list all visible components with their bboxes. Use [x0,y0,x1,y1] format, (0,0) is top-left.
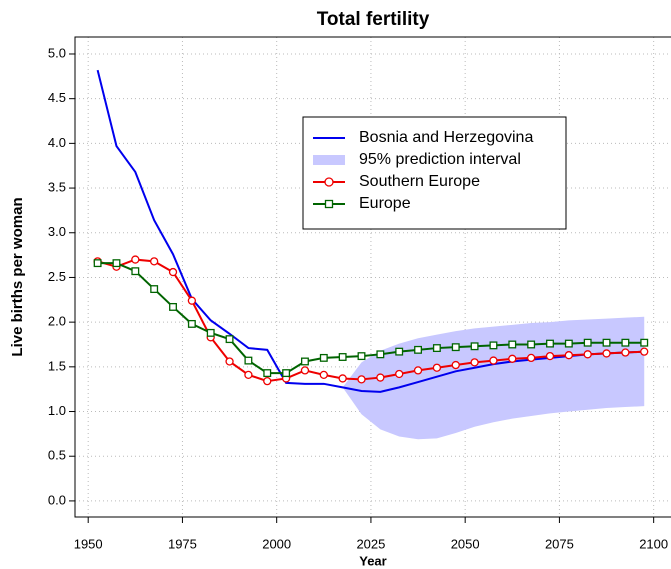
marker [564,351,573,360]
marker [508,354,517,363]
y-tick-label: 2.0 [48,314,66,329]
legend-marker [324,177,334,187]
marker [282,369,291,378]
y-tick-label: 1.5 [48,358,66,373]
marker [376,373,385,382]
marker [357,352,366,361]
marker [395,369,404,379]
marker [169,302,177,311]
y-tick-label: 4.5 [48,90,66,105]
marker [357,375,366,384]
marker [187,319,196,328]
y-tick-label: 0.5 [48,448,66,463]
x-tick-label: 1975 [168,536,197,551]
legend-label: Bosnia and Herzegovina [359,129,533,146]
marker [131,267,140,276]
legend-box [302,116,567,230]
y-tick-label: 1.0 [48,403,66,418]
marker [451,360,460,370]
marker [206,328,215,337]
marker [546,339,554,348]
y-axis-label: Live births per woman [9,197,26,356]
marker [526,353,536,363]
marker [225,357,234,366]
marker [263,369,272,378]
marker [583,350,592,359]
legend-marker [324,199,334,209]
marker [93,259,102,268]
legend-label: 95% prediction interval [359,151,521,168]
marker [263,376,272,386]
marker [150,285,159,294]
marker [168,267,178,277]
y-tick-label: 5.0 [48,45,66,60]
marker [432,363,442,372]
marker [564,339,573,348]
marker [244,370,253,380]
marker [640,338,649,347]
marker [395,347,404,356]
marker [508,340,517,349]
chart-title: Total fertility [317,9,430,30]
marker [300,366,310,375]
marker [244,356,253,365]
marker [621,348,630,357]
marker [413,366,423,375]
marker [319,370,328,380]
marker [131,255,140,264]
plot-frame [74,36,671,518]
marker [470,358,479,367]
marker [489,341,498,350]
x-tick-label: 2000 [262,536,291,551]
y-tick-label: 3.5 [48,179,66,194]
legend-label: Southern Europe [359,173,480,190]
legend-label: Europe [359,195,411,212]
marker [527,340,536,349]
marker [470,342,479,351]
y-tick-label: 2.5 [48,269,66,284]
marker [640,347,649,356]
marker [583,338,592,347]
marker [338,353,347,361]
marker [319,353,328,362]
marker [451,343,460,352]
marker [489,356,498,365]
marker [376,350,385,359]
x-tick-label: 2075 [545,536,574,551]
x-axis-label: Year [359,553,386,568]
marker [112,259,121,268]
x-tick-label: 2100 [639,536,668,551]
marker [187,296,197,305]
marker [602,349,611,358]
marker [432,344,441,353]
x-tick-label: 2025 [356,536,385,551]
prediction-band [342,316,645,440]
marker [545,351,555,361]
x-tick-label: 1950 [74,536,103,551]
marker [338,374,347,383]
marker [602,338,611,347]
marker [301,357,309,366]
marker [225,335,234,344]
y-tick-label: 3.0 [48,224,66,239]
x-tick-label: 2050 [451,536,480,551]
y-tick-label: 4.0 [48,135,66,150]
marker [621,338,630,347]
y-tick-label: 0.0 [48,492,66,507]
marker [150,257,159,266]
marker [414,345,422,354]
